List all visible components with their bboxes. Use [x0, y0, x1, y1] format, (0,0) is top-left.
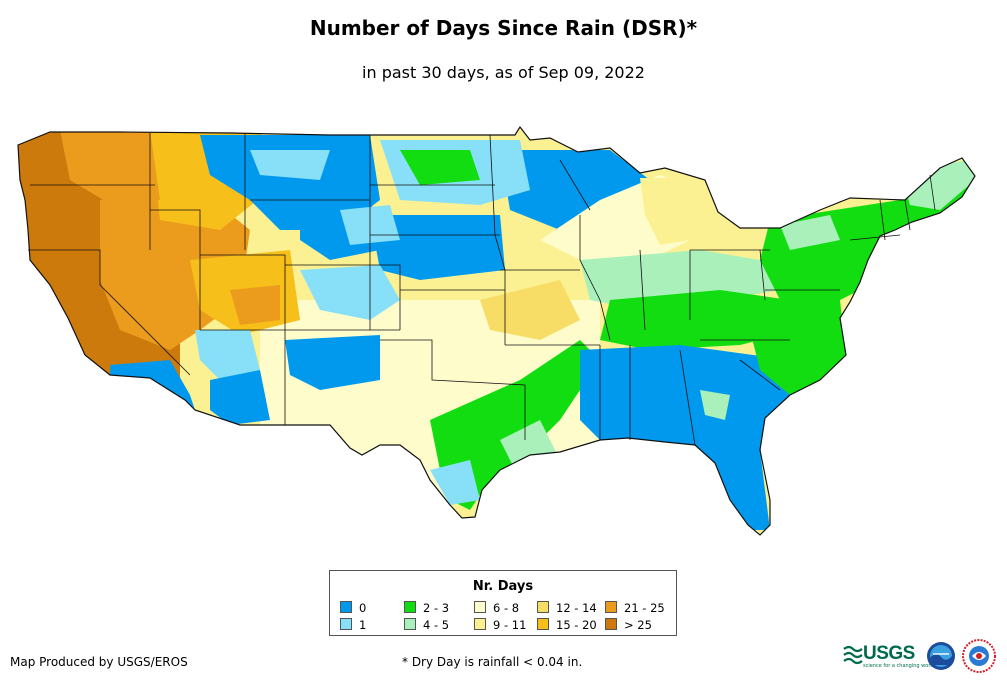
legend-swatch: [404, 601, 416, 613]
legend-item-2: 2 - 3: [404, 601, 449, 615]
legend-item-7: 15 - 20: [537, 618, 597, 632]
legend-swatch: [605, 601, 617, 613]
map-subtitle: in past 30 days, as of Sep 09, 2022: [362, 63, 645, 82]
map-title: Number of Days Since Rain (DSR)*: [309, 16, 698, 40]
usgs-tagline: science for a changing world: [863, 663, 935, 669]
producer-credit: Map Produced by USGS/EROS: [10, 655, 188, 669]
legend-swatch: [537, 618, 549, 630]
legend-label: 12 - 14: [556, 601, 597, 615]
nws-logo-icon: [962, 639, 996, 673]
legend-item-8: 21 - 25: [605, 601, 665, 615]
usgs-logo: USGS science for a changing world: [843, 643, 935, 669]
legend-swatch: [537, 601, 549, 613]
legend-label: 9 - 11: [493, 618, 527, 632]
noaa-logo-icon: [927, 642, 955, 670]
legend-label: 0: [359, 601, 367, 615]
legend-item-5: 9 - 11: [474, 618, 526, 632]
legend-item-6: 12 - 14: [537, 601, 597, 615]
legend-title: Nr. Days: [472, 579, 534, 594]
legend-item-1: 1: [340, 618, 366, 632]
legend-item-9: > 25: [605, 618, 652, 632]
legend-swatch: [474, 618, 486, 630]
legend-label: 21 - 25: [624, 601, 665, 615]
legend-label: 6 - 8: [493, 601, 520, 615]
dry-day-note: * Dry Day is rainfall < 0.04 in.: [402, 655, 583, 669]
legend: Nr. Days 0 1 2 - 3 4 - 5 6 - 8 9 - 11 12…: [329, 570, 677, 636]
legend-swatch: [340, 601, 352, 613]
legend-item-0: 0: [340, 601, 366, 615]
legend-label: 4 - 5: [423, 618, 450, 632]
usgs-wordmark: USGS: [863, 643, 915, 664]
usgs-wave-icon: [843, 645, 863, 665]
legend-swatch: [605, 618, 617, 630]
legend-swatch: [474, 601, 486, 613]
legend-item-4: 6 - 8: [474, 601, 519, 615]
legend-label: 2 - 3: [423, 601, 450, 615]
legend-label: > 25: [624, 618, 652, 632]
legend-label: 15 - 20: [556, 618, 597, 632]
legend-swatch: [340, 618, 352, 630]
legend-swatch: [404, 618, 416, 630]
legend-item-3: 4 - 5: [404, 618, 449, 632]
legend-label: 1: [359, 618, 367, 632]
